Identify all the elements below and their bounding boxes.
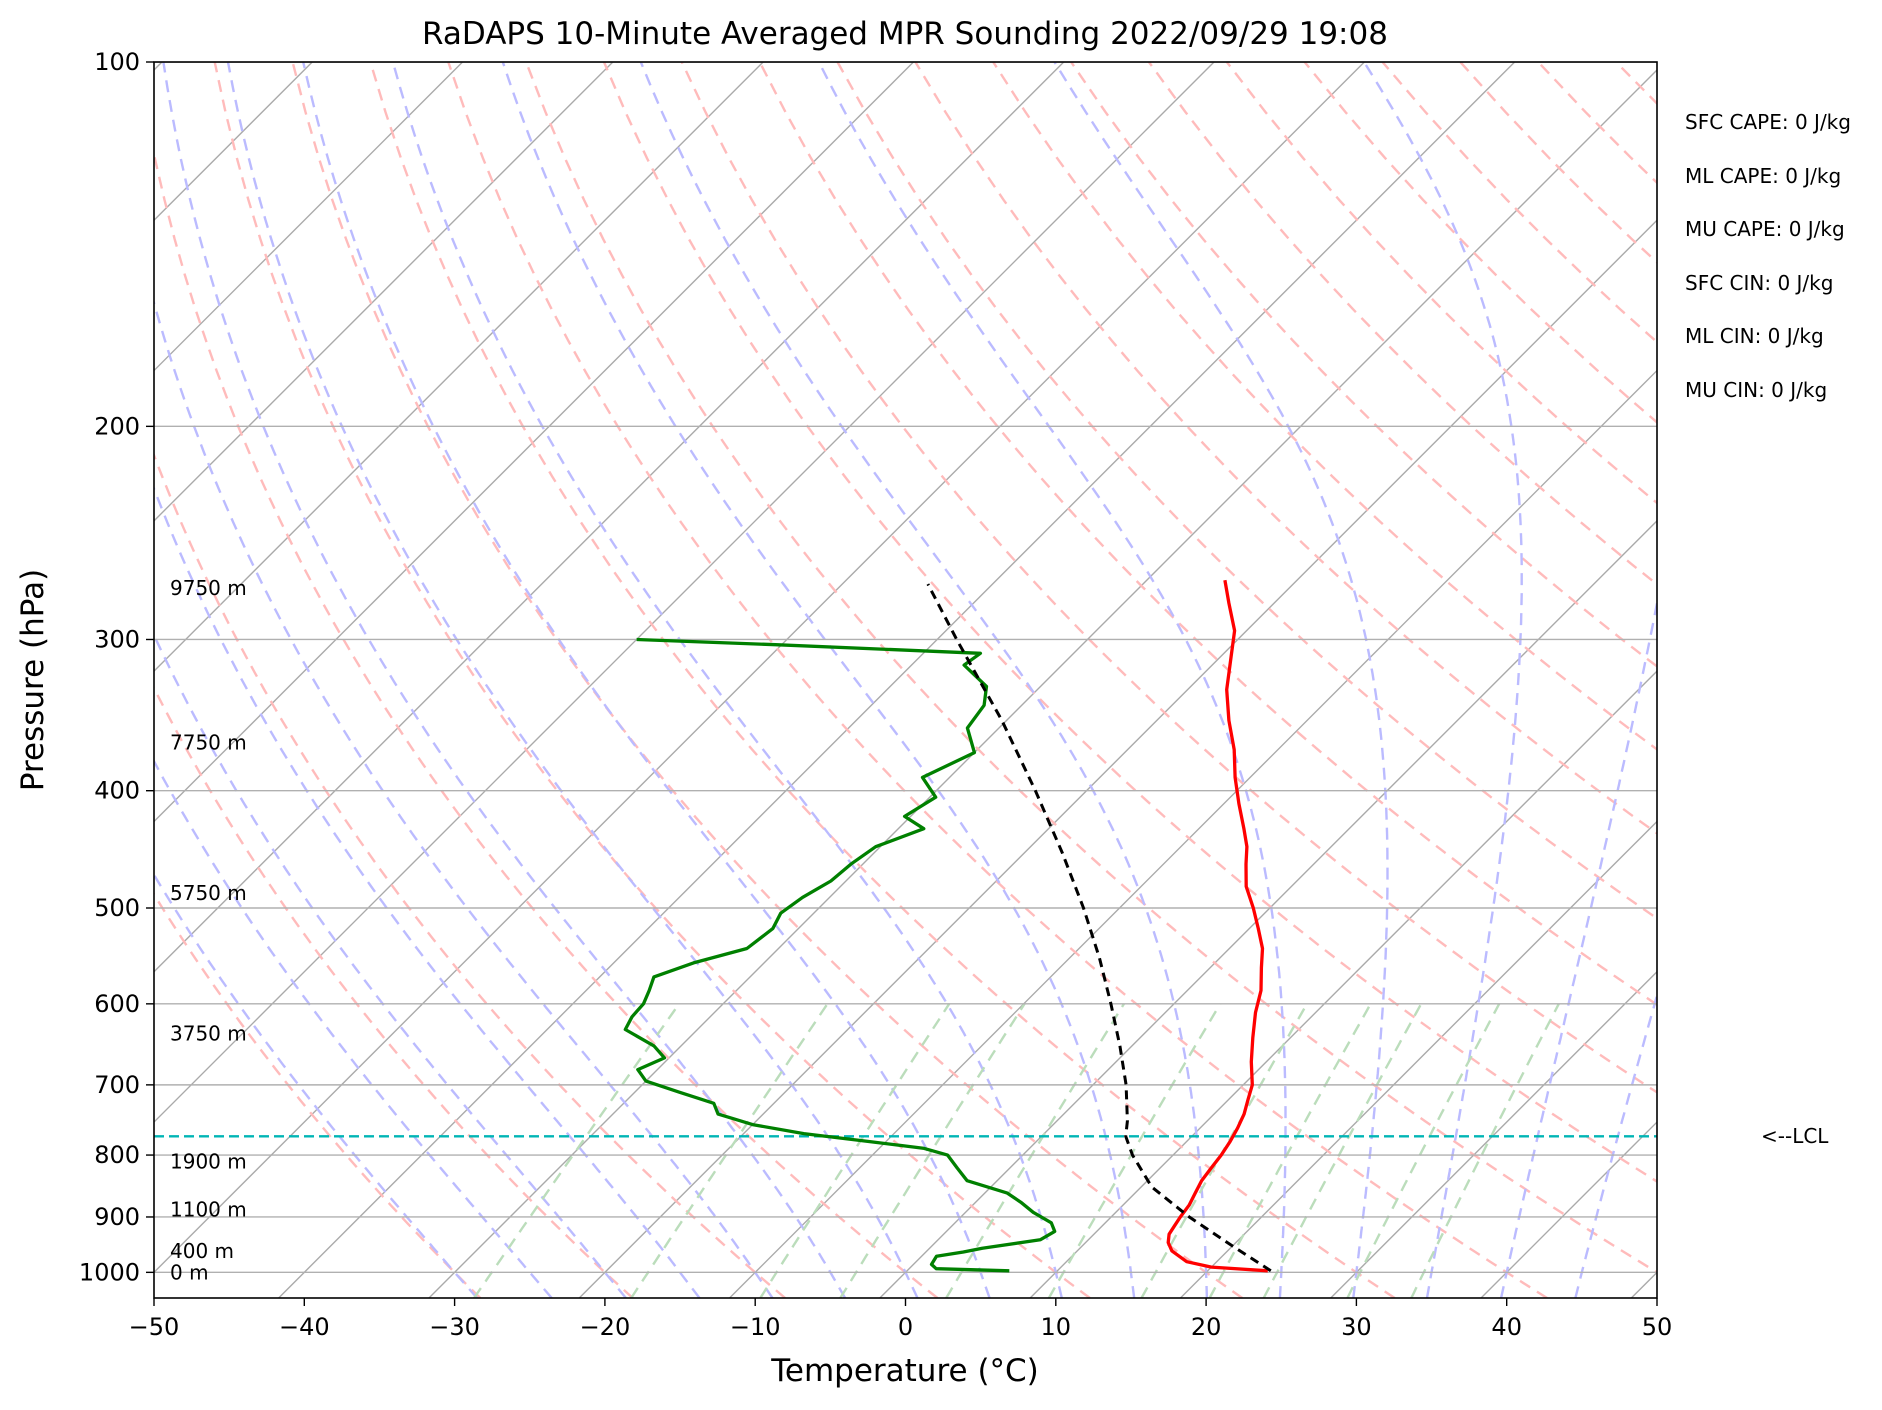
y-tick-label: 700 <box>94 1071 140 1099</box>
lcl-label: <--LCL <box>1761 1124 1828 1148</box>
x-tick-label: 0 <box>898 1313 913 1341</box>
stability-index: MU CIN: 0 J/kg <box>1685 378 1827 402</box>
x-tick-label: 30 <box>1341 1313 1372 1341</box>
x-tick-label: 50 <box>1642 1313 1673 1341</box>
height-label: 1900 m <box>170 1150 247 1174</box>
x-tick-label: −40 <box>279 1313 330 1341</box>
height-label: 3750 m <box>170 1022 247 1046</box>
x-tick-label: 40 <box>1491 1313 1522 1341</box>
x-tick-label: 10 <box>1041 1313 1072 1341</box>
height-label: 0 m <box>170 1260 209 1284</box>
y-tick-label: 1000 <box>79 1258 140 1286</box>
stability-index: SFC CAPE: 0 J/kg <box>1685 110 1851 134</box>
height-label: 9750 m <box>170 576 247 600</box>
y-tick-label: 500 <box>94 894 140 922</box>
y-tick-label: 300 <box>94 625 140 653</box>
stability-index: MU CAPE: 0 J/kg <box>1685 217 1845 241</box>
y-tick-label: 900 <box>94 1203 140 1231</box>
y-tick-label: 800 <box>94 1141 140 1169</box>
y-tick-label: 200 <box>94 412 140 440</box>
y-tick-label: 600 <box>94 990 140 1018</box>
x-tick-label: 20 <box>1191 1313 1222 1341</box>
height-label: 400 m <box>170 1239 234 1263</box>
x-tick-label: −30 <box>429 1313 480 1341</box>
stability-index: ML CAPE: 0 J/kg <box>1685 164 1841 188</box>
y-tick-label: 400 <box>94 777 140 805</box>
stability-index: ML CIN: 0 J/kg <box>1685 324 1824 348</box>
y-tick-label: 100 <box>94 48 140 76</box>
chart-title: RaDAPS 10-Minute Averaged MPR Sounding 2… <box>422 16 1388 52</box>
height-label: 1100 m <box>170 1197 247 1221</box>
y-axis-label: Pressure (hPa) <box>15 569 51 791</box>
x-axis-label: Temperature (°C) <box>770 1353 1039 1389</box>
height-label: 5750 m <box>170 881 247 905</box>
height-label: 7750 m <box>170 731 247 755</box>
x-tick-label: −10 <box>730 1313 781 1341</box>
x-tick-label: −20 <box>580 1313 631 1341</box>
x-tick-label: −50 <box>129 1313 180 1341</box>
stability-index: SFC CIN: 0 J/kg <box>1685 271 1833 295</box>
